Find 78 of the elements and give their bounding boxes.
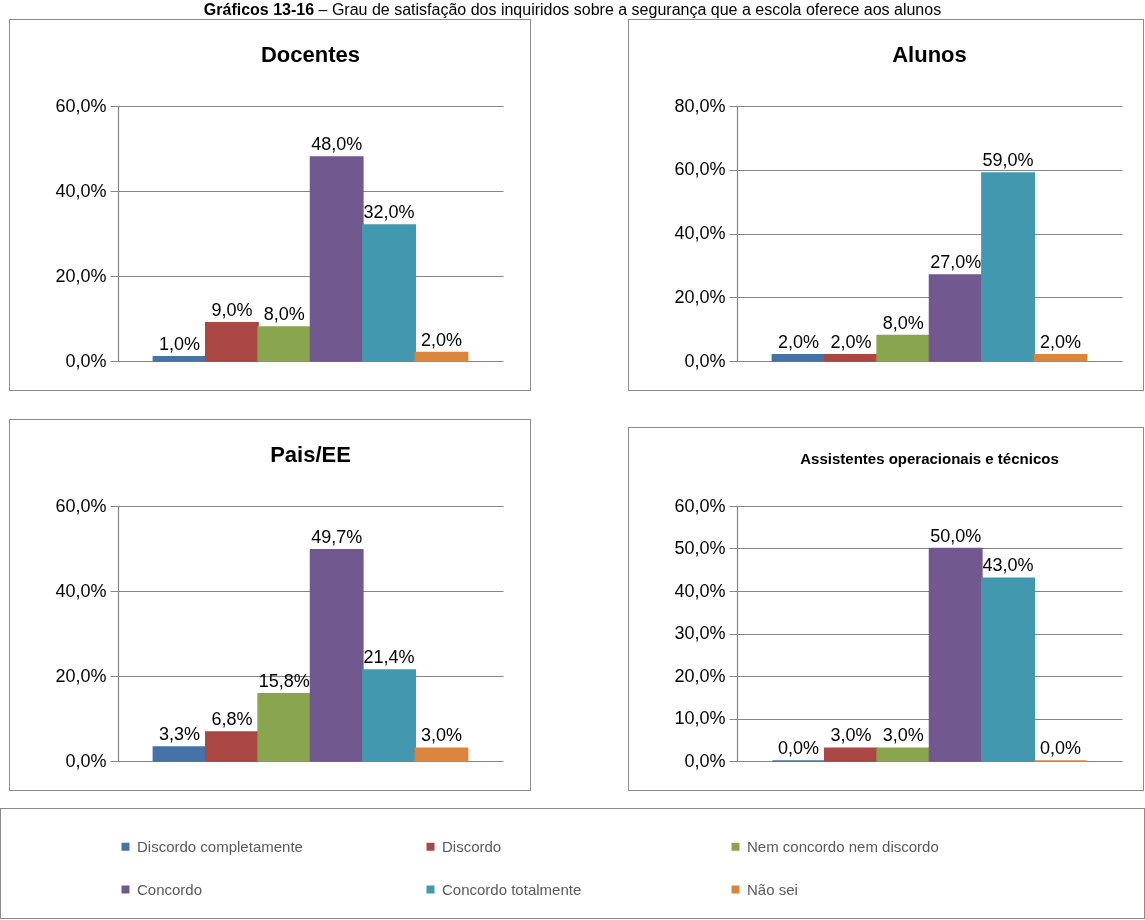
y-tick-label: 40,0% xyxy=(55,180,107,201)
data-label: 48,0% xyxy=(311,134,363,154)
y-tick-label: 60,0% xyxy=(674,495,726,516)
bar xyxy=(152,746,207,762)
y-tick-label: 0,0% xyxy=(684,350,726,371)
bar xyxy=(152,356,207,362)
y-tick-label: 50,0% xyxy=(674,538,726,558)
data-label: 2,0% xyxy=(1039,331,1081,352)
y-tick-label: 0,0% xyxy=(65,350,107,371)
y-tick-label: 80,0% xyxy=(674,95,726,116)
data-label: 6,8% xyxy=(211,709,253,730)
data-label: 2,0% xyxy=(420,329,462,350)
data-label: 3,0% xyxy=(830,725,872,746)
bar xyxy=(257,326,312,362)
legend-label: Concordo totalmente xyxy=(442,880,582,898)
y-tick-label: 40,0% xyxy=(55,580,107,601)
chart-title: Alunos xyxy=(892,42,967,67)
data-label: 3,0% xyxy=(420,725,462,746)
legend-label: Discordo xyxy=(442,837,502,855)
data-label: 8,0% xyxy=(263,304,305,324)
bar xyxy=(928,274,983,362)
bar xyxy=(876,747,931,762)
bar xyxy=(823,747,878,762)
bar xyxy=(1033,353,1088,362)
bar xyxy=(928,547,983,762)
bar xyxy=(981,577,1036,762)
data-label: 0,0% xyxy=(1039,738,1081,758)
bar xyxy=(362,224,417,362)
legend-label: Concordo xyxy=(137,880,203,898)
bar xyxy=(414,747,469,762)
data-label: 49,7% xyxy=(311,526,363,547)
legend-label: Não sei xyxy=(747,880,798,898)
data-label: 3,3% xyxy=(159,723,201,744)
bar xyxy=(309,549,364,762)
chart-title: Assistentes operacionais e técnicos xyxy=(800,450,1059,467)
chart-title: Pais/EE xyxy=(270,442,351,467)
data-label: 27,0% xyxy=(930,251,982,272)
data-label: 3,0% xyxy=(882,725,924,746)
data-label: 2,0% xyxy=(830,331,872,352)
data-label: 50,0% xyxy=(930,525,982,546)
y-tick-label: 40,0% xyxy=(674,223,726,243)
bar xyxy=(414,351,469,362)
data-label: 15,8% xyxy=(258,670,310,691)
y-tick-label: 30,0% xyxy=(674,623,726,643)
y-tick-label: 20,0% xyxy=(55,665,107,686)
y-tick-label: 40,0% xyxy=(674,580,726,601)
data-label: 32,0% xyxy=(363,202,415,222)
bar xyxy=(771,353,826,362)
chart-title: Docentes xyxy=(260,42,361,67)
y-tick-label: 20,0% xyxy=(674,286,726,307)
legend-label: Nem concordo nem discordo xyxy=(747,837,939,855)
bar xyxy=(309,156,364,362)
data-label: 0,0% xyxy=(778,738,820,758)
y-tick-label: 20,0% xyxy=(55,265,107,286)
bar xyxy=(876,334,931,362)
data-label: 21,4% xyxy=(363,647,415,668)
text: Gráficos 13-16 xyxy=(203,1,315,18)
y-tick-label: 20,0% xyxy=(674,665,726,686)
bar xyxy=(981,172,1036,362)
y-tick-label: 0,0% xyxy=(65,750,107,771)
bar xyxy=(204,731,259,762)
y-tick-label: 60,0% xyxy=(55,495,107,516)
y-tick-label: 60,0% xyxy=(55,95,107,116)
bar xyxy=(257,693,312,762)
bar xyxy=(362,669,417,762)
data-label: 1,0% xyxy=(159,333,201,354)
data-label: 43,0% xyxy=(982,555,1034,576)
bar xyxy=(204,322,259,362)
text: – Grau de satisfação dos inquiridos sobre a segurança que a escola oferece aos alunos xyxy=(318,1,942,18)
data-label: 9,0% xyxy=(211,299,253,320)
y-tick-label: 10,0% xyxy=(674,708,726,728)
data-label: 59,0% xyxy=(982,149,1034,170)
y-tick-label: 60,0% xyxy=(674,159,726,180)
y-tick-label: 0,0% xyxy=(684,750,726,771)
bar xyxy=(823,353,878,362)
legend-label: Discordo completamente xyxy=(137,837,303,855)
data-label: 8,0% xyxy=(882,312,924,333)
data-label: 2,0% xyxy=(778,331,820,352)
